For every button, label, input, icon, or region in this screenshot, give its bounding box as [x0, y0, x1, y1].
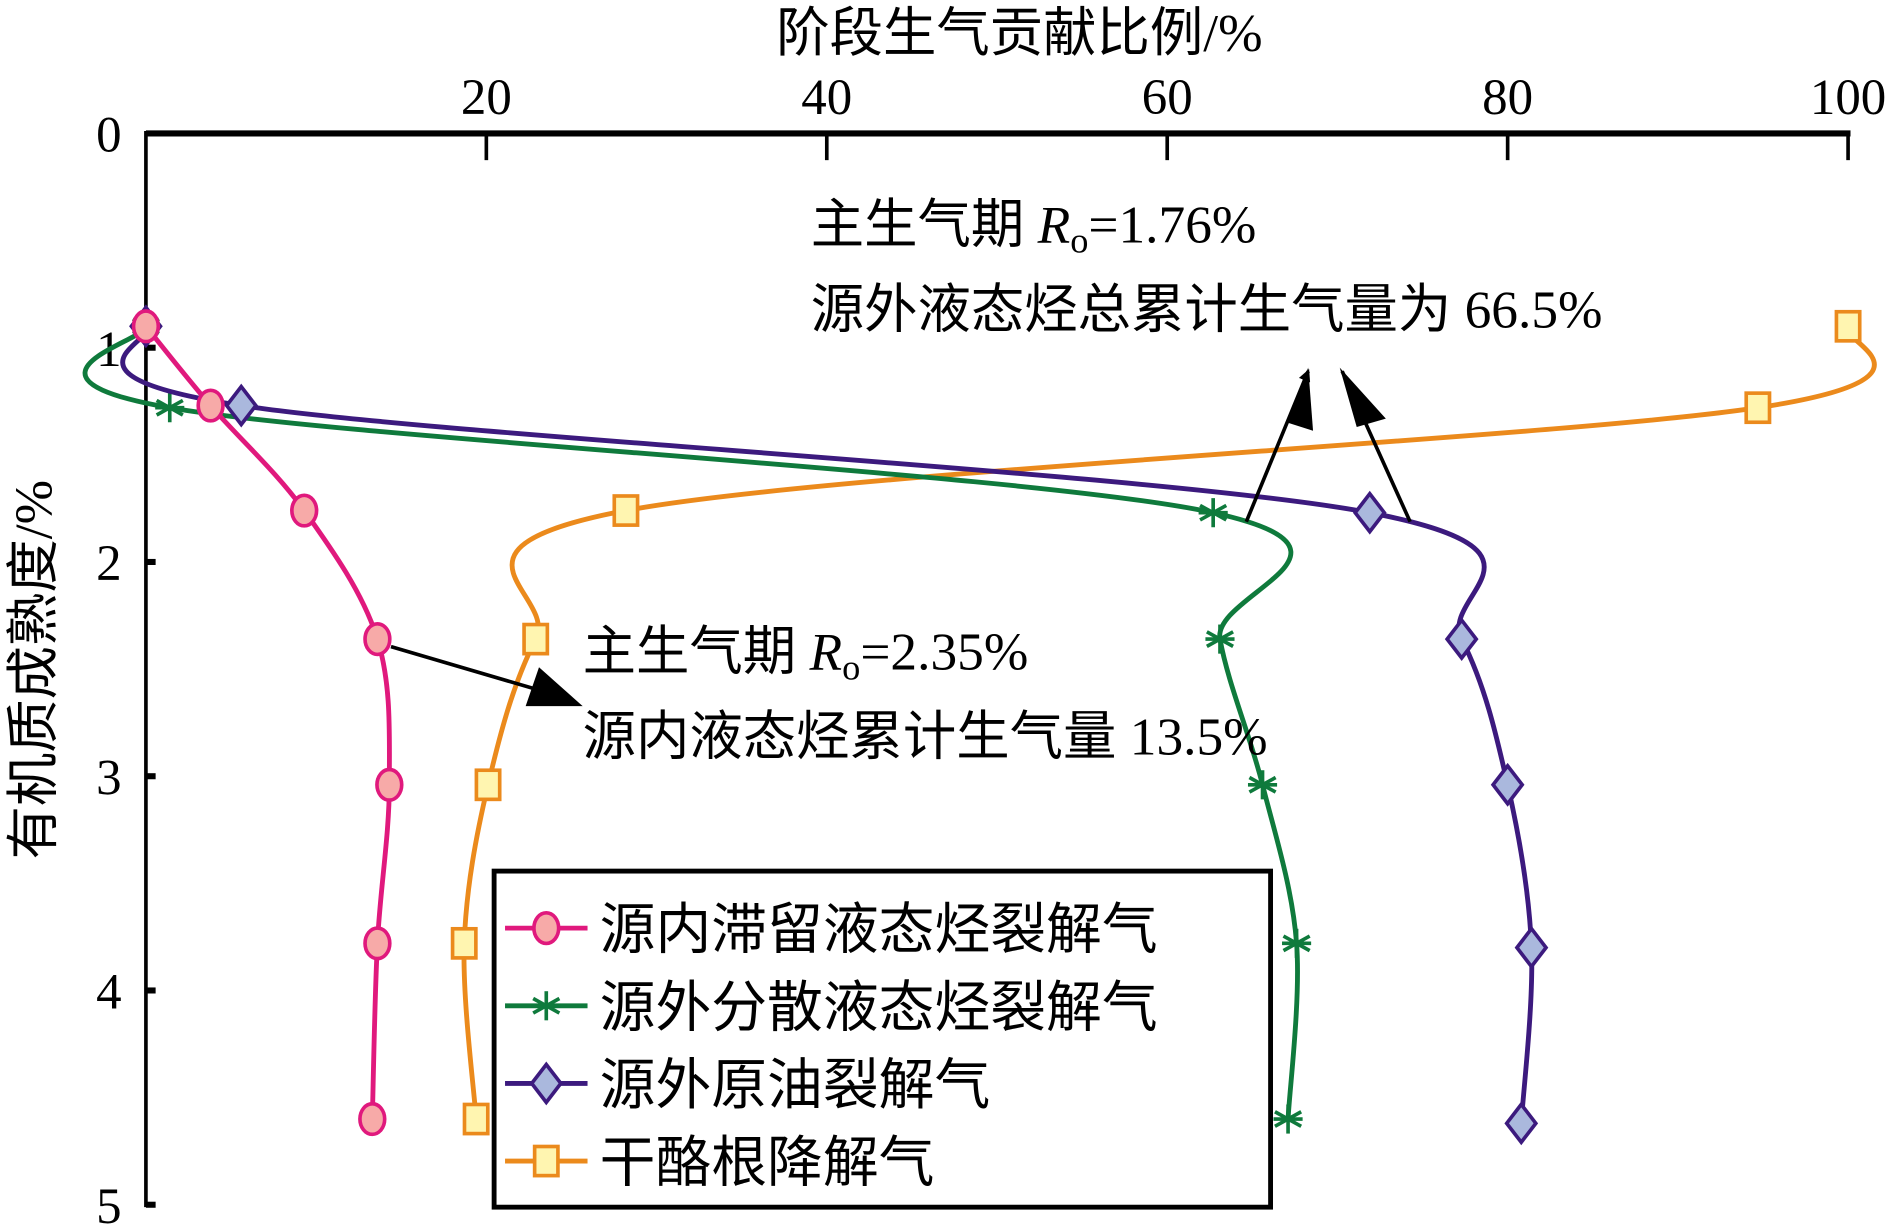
x-tick-label: 100: [1810, 70, 1886, 126]
y-tick-label: 4: [96, 965, 121, 1021]
annotation-2-arrow: [390, 644, 545, 694]
series-1: [131, 309, 404, 1137]
diamond-marker: [1352, 490, 1387, 535]
legend-item: 源外原油裂解气: [505, 1055, 990, 1117]
asterisk-marker: [1205, 624, 1235, 654]
square-marker: [532, 1144, 560, 1178]
y-tick-label: 3: [96, 750, 121, 806]
circle-marker: [363, 926, 392, 961]
x-tick-label: 20: [461, 70, 512, 126]
x-axis-title: 阶段生气贡献比例/%: [776, 3, 1262, 63]
annotation-2-suffix: =2.35%: [860, 622, 1028, 682]
diamond-marker: [529, 1061, 564, 1106]
legend-item: 源外分散液态烃裂解气: [505, 977, 1158, 1039]
annotation-2-italic: R: [809, 622, 843, 682]
asterisk-marker: [1198, 498, 1228, 528]
circle-marker: [196, 388, 225, 423]
square-marker: [474, 768, 502, 802]
legend-box: [491, 868, 1274, 1210]
diamond-marker: [224, 383, 259, 428]
square-marker: [1834, 309, 1862, 343]
annotation-2-arrowhead: [525, 667, 583, 707]
legend-label: 源内滞留液态烃裂解气: [600, 900, 1158, 962]
annotation-1-prefix: 主生气期: [811, 195, 1038, 255]
annotation-1-line1: 主生气期 Ro=1.76%: [811, 195, 1257, 261]
diamond-marker: [1504, 1101, 1539, 1146]
circle-marker: [363, 621, 392, 657]
x-tick-label: 80: [1482, 70, 1533, 126]
x-tick-label: 40: [801, 70, 852, 126]
series-layer: [82, 304, 1877, 1146]
y-tick-label: 0: [96, 108, 121, 164]
y-axis-title: 有机质成熟度/%: [3, 480, 63, 860]
series-line: [144, 324, 392, 1120]
legend-item: 干酪根降解气: [505, 1133, 934, 1195]
y-tick-label: 5: [96, 1179, 121, 1229]
annotation-1-arrowhead-left: [1286, 367, 1314, 431]
annotation-2-line2: 源内液态烃累计生气量 13.5%: [583, 707, 1268, 767]
square-marker: [1744, 391, 1772, 425]
square-marker: [612, 494, 640, 527]
legend-label: 源外分散液态烃裂解气: [600, 977, 1158, 1039]
circle-marker: [532, 911, 561, 946]
diamond-marker: [1444, 617, 1479, 662]
diamond-marker: [1490, 762, 1525, 807]
square-marker: [450, 926, 478, 960]
series-4: [450, 309, 1877, 1136]
circle-marker: [131, 309, 161, 344]
circle-marker: [290, 493, 319, 528]
annotation-1-line2: 源外液态烃总累计生气量为 66.5%: [811, 280, 1603, 340]
square-marker: [522, 622, 550, 656]
annotation-1-suffix: =1.76%: [1088, 195, 1256, 255]
circle-marker: [358, 1101, 387, 1137]
asterisk-marker: [1273, 1104, 1303, 1134]
annotation-2-sub: o: [842, 647, 860, 687]
asterisk-marker: [531, 991, 561, 1021]
annotation-1-arrowhead-right: [1339, 367, 1386, 428]
y-tick-label: 2: [96, 536, 121, 592]
asterisk-marker: [1247, 770, 1278, 800]
square-marker: [462, 1102, 490, 1136]
legend-label: 干酪根降解气: [600, 1133, 935, 1195]
asterisk-marker: [1282, 928, 1312, 958]
legend-label: 源外原油裂解气: [600, 1055, 991, 1117]
diamond-marker: [1514, 925, 1549, 970]
circle-marker: [375, 767, 404, 802]
annotation-2-prefix: 主生气期: [583, 622, 810, 682]
annotation-1-italic: R: [1037, 195, 1071, 255]
x-tick-label: 60: [1142, 70, 1193, 126]
annotation-2-line1: 主生气期 Ro=2.35%: [583, 622, 1029, 688]
legend-item: 源内滞留液态烃裂解气: [505, 900, 1158, 962]
annotation-1-sub: o: [1070, 220, 1088, 260]
asterisk-marker: [155, 393, 185, 423]
